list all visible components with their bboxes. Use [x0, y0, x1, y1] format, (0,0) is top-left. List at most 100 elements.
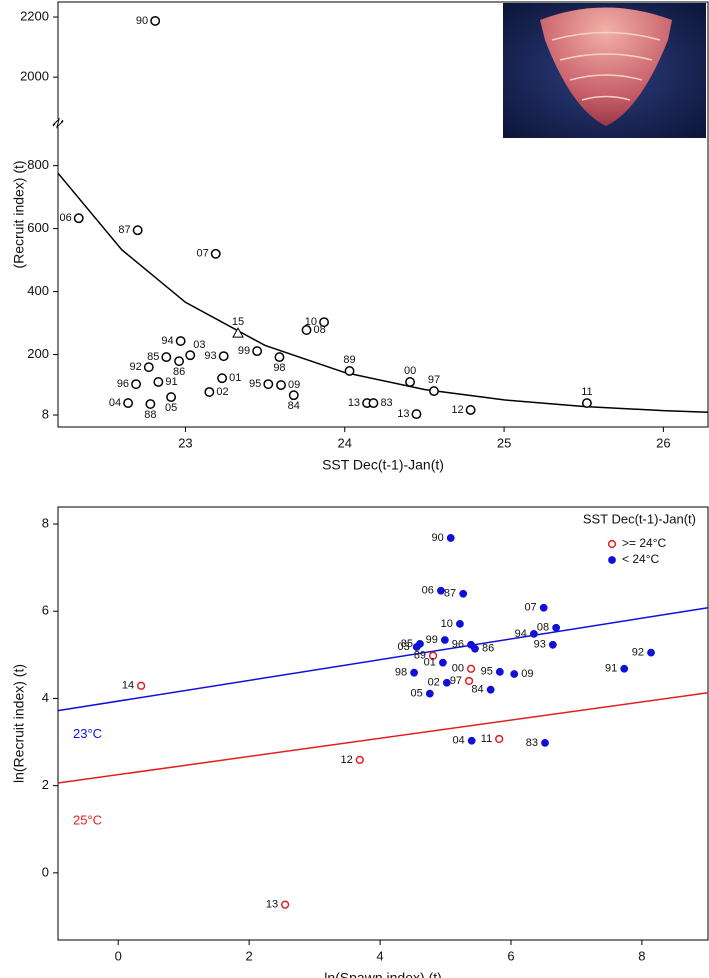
point-label: 07 — [524, 602, 536, 614]
data-point — [548, 640, 557, 649]
data-point — [467, 736, 476, 745]
data-point — [411, 409, 422, 420]
x-tick-label: 4 — [376, 948, 383, 963]
point-label: 14 — [122, 680, 134, 692]
point-label: 86 — [482, 643, 494, 655]
legend-label: < 24°C — [622, 552, 659, 566]
point-label: 15 — [232, 316, 244, 328]
x-tick-label: 8 — [638, 948, 645, 963]
point-label: 85 — [147, 351, 159, 363]
point-label: 85 — [401, 638, 413, 650]
data-point — [355, 755, 364, 765]
data-point — [541, 739, 549, 747]
reference-line — [57, 692, 709, 784]
axis-break — [52, 117, 64, 129]
data-point — [217, 373, 228, 384]
point-label: 92 — [632, 647, 644, 659]
data-point — [442, 678, 451, 687]
point-label: 07 — [196, 248, 208, 260]
point-label: 02 — [428, 677, 440, 689]
data-point — [210, 248, 221, 259]
x-tick-label: 23 — [178, 435, 192, 450]
data-point — [446, 534, 455, 542]
point-label: 02 — [216, 386, 228, 398]
data-point — [428, 651, 438, 660]
point-label: 98 — [273, 362, 285, 374]
data-point — [344, 365, 355, 376]
point-label: 09 — [521, 668, 533, 680]
point-label: 90 — [136, 15, 148, 27]
data-point — [471, 644, 479, 653]
point-label: 11 — [581, 386, 592, 398]
data-point — [274, 352, 285, 363]
point-label: 06 — [59, 212, 71, 224]
point-label: 93 — [534, 639, 546, 651]
point-label: 13 — [397, 408, 409, 420]
point-label: 01 — [229, 372, 241, 384]
y-tick-label: 2 — [42, 777, 49, 792]
point-label: 95 — [481, 666, 493, 678]
point-label: 10 — [441, 618, 453, 630]
data-point — [529, 629, 538, 638]
y-tick-label: 4 — [42, 690, 49, 705]
y-tick-label: 400 — [27, 283, 49, 298]
data-point — [280, 900, 290, 909]
x-axis-label: SST Dec(t-1)-Jan(t) — [322, 457, 444, 473]
data-point — [438, 658, 447, 667]
y-tick-label: 8 — [42, 406, 49, 421]
point-label: 89 — [414, 650, 426, 662]
y-axis-label: ln(Recruit index) (t) — [11, 664, 27, 783]
data-point — [552, 623, 561, 632]
point-label: 97 — [450, 675, 462, 687]
inset-photo — [503, 3, 706, 138]
point-label: 06 — [422, 585, 434, 597]
data-point — [161, 352, 172, 363]
point-label: 03 — [397, 641, 409, 653]
point-label: 04 — [109, 397, 121, 409]
x-tick-label: 24 — [338, 435, 352, 450]
data-point — [581, 398, 592, 409]
data-point — [647, 648, 655, 657]
fit-curve — [57, 172, 709, 413]
reference-line — [57, 606, 709, 712]
point-label: 01 — [424, 657, 436, 669]
y-tick-label: 0 — [42, 864, 49, 879]
point-label: 89 — [343, 354, 355, 366]
data-point — [276, 380, 286, 391]
data-point — [174, 356, 185, 367]
x-tick-label: 2 — [246, 948, 253, 963]
plot-frame — [57, 506, 709, 941]
data-point — [495, 667, 504, 676]
point-label: 99 — [426, 634, 438, 646]
point-label: 00 — [452, 663, 464, 675]
data-point — [429, 386, 439, 397]
data-point — [620, 664, 629, 673]
point-label: 08 — [537, 622, 549, 634]
data-point — [132, 225, 143, 236]
point-label: 97 — [428, 374, 440, 386]
y-tick-label: 600 — [27, 220, 49, 235]
point-label: 92 — [130, 361, 142, 373]
point-label: 95 — [249, 378, 261, 390]
point-label: 10 — [305, 316, 317, 328]
data-point — [539, 603, 548, 612]
point-label: 88 — [144, 409, 156, 421]
point-label: 94 — [515, 628, 527, 640]
point-label: 91 — [605, 663, 617, 675]
point-label: 94 — [161, 335, 173, 347]
point-label: 12 — [451, 404, 463, 416]
point-label: 93 — [204, 350, 216, 362]
data-point — [153, 377, 164, 387]
data-point — [175, 336, 186, 346]
point-label: 05 — [411, 688, 423, 700]
data-point — [459, 589, 468, 598]
data-point — [123, 398, 134, 409]
point-label: 13 — [266, 899, 278, 911]
point-label: 84 — [288, 400, 300, 412]
data-point — [218, 351, 229, 362]
data-point — [232, 327, 244, 338]
point-label: 09 — [288, 379, 300, 391]
data-point — [412, 643, 421, 651]
legend-marker — [607, 539, 617, 549]
